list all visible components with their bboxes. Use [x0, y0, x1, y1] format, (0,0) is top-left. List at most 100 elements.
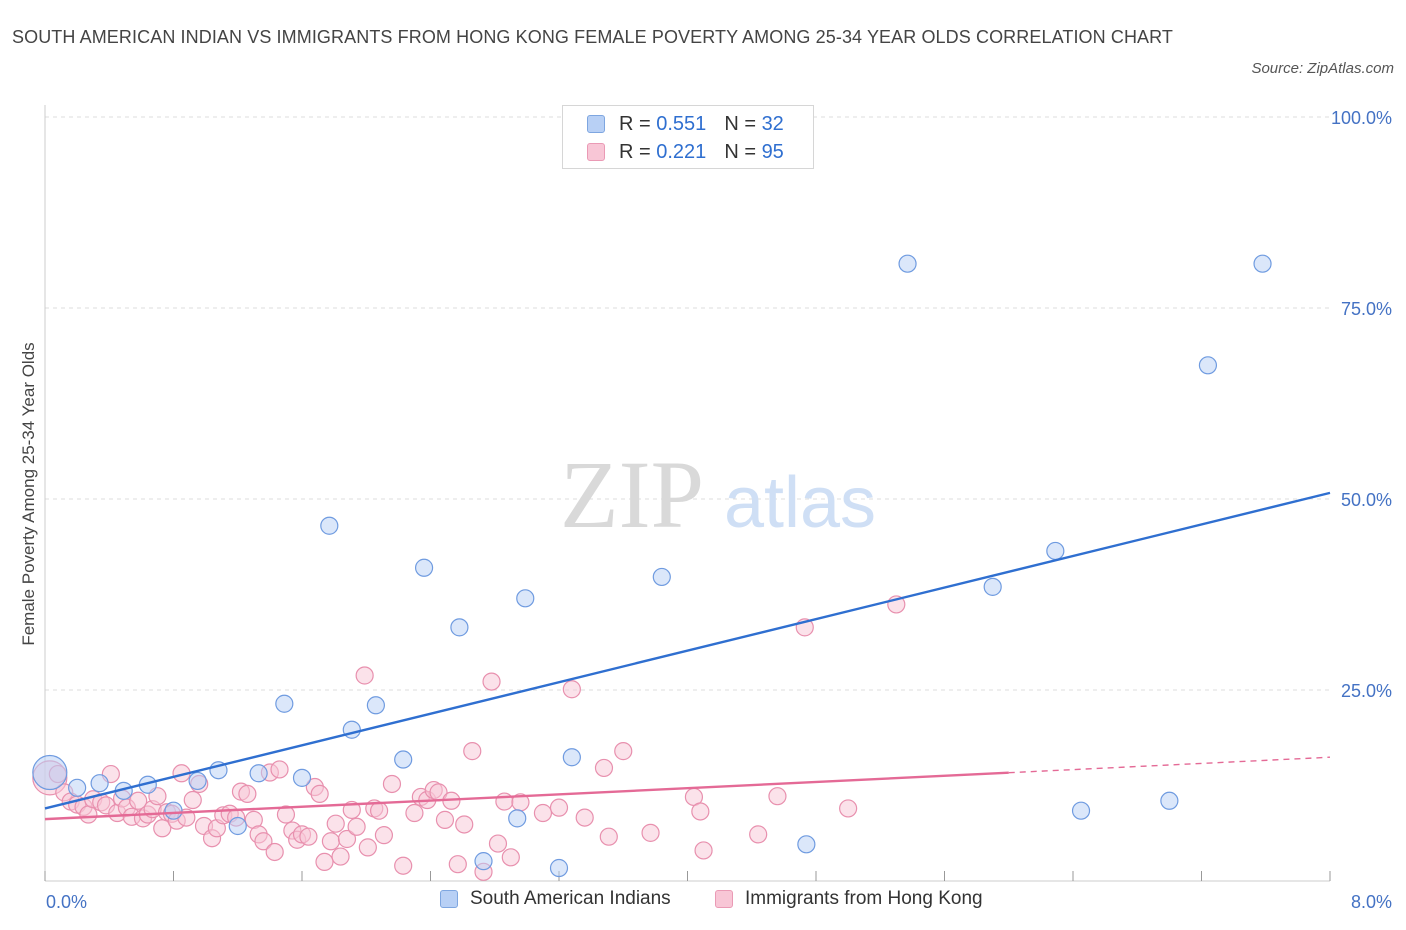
- hong-kong-point: [276, 805, 296, 824]
- hong-kong-point: [299, 827, 318, 846]
- legend-r-label: R =: [619, 112, 651, 135]
- south-american-point: [1253, 254, 1272, 273]
- hong-kong-point: [575, 808, 594, 827]
- hong-kong-point: [347, 817, 366, 836]
- hong-kong-point: [594, 758, 614, 778]
- south-american-point: [32, 754, 68, 791]
- hong-kong-point: [463, 742, 482, 761]
- hong-kong-point: [394, 856, 413, 875]
- watermark-zip: ZIP: [560, 441, 704, 548]
- hong-kong-point: [839, 799, 858, 818]
- south-american-point: [292, 768, 312, 787]
- hong-kong-point: [321, 832, 341, 851]
- south-american-point: [983, 577, 1002, 596]
- hong-kong-point: [405, 803, 424, 823]
- hong-kong-point: [265, 842, 284, 862]
- hong-kong-point: [337, 829, 357, 849]
- series-south-american-points: [32, 254, 1272, 878]
- hong-kong-point: [331, 847, 350, 866]
- hong-kong-point: [614, 742, 633, 761]
- south-american-point: [797, 835, 816, 854]
- hong-kong-point: [370, 801, 389, 820]
- axes: [44, 105, 1331, 882]
- south-american-point: [275, 694, 294, 713]
- hong-kong-point: [79, 805, 98, 824]
- south-american-point: [164, 801, 183, 820]
- south-american-point: [394, 750, 413, 769]
- hong-kong-point: [448, 855, 467, 874]
- hong-kong-point: [482, 672, 501, 691]
- hong-kong-point: [183, 790, 202, 810]
- south-american-point: [516, 589, 535, 608]
- south-american-point: [228, 816, 247, 836]
- hong-kong-point: [599, 827, 618, 846]
- chart-title: SOUTH AMERICAN INDIAN VS IMMIGRANTS FROM…: [12, 27, 1174, 47]
- hong-kong-point: [129, 791, 148, 810]
- hong-kong-point: [254, 832, 273, 851]
- south-american-point: [652, 567, 671, 587]
- legend-item-immigrants-hong-kong[interactable]: Immigrants from Hong Kong: [715, 888, 983, 910]
- legend-n-label: N =: [724, 140, 756, 163]
- source-credit: Source: ZipAtlas.com: [1251, 60, 1394, 77]
- series-legend: South American Indians Immigrants from H…: [0, 888, 1406, 916]
- south-american-point: [68, 778, 87, 797]
- south-american-point: [562, 748, 581, 767]
- south-american-point: [1071, 801, 1091, 820]
- hong-kong-point: [238, 784, 257, 804]
- hong-kong-point: [326, 814, 345, 833]
- legend-label-immigrants-hong-kong: Immigrants from Hong Kong: [745, 888, 983, 909]
- legend-swatch-pink: [715, 890, 733, 908]
- hong-kong-point: [562, 680, 581, 699]
- hong-kong-point: [694, 841, 713, 860]
- x-tick-label-max: 8.0%: [1351, 892, 1392, 912]
- hong-kong-point: [382, 774, 402, 794]
- legend-swatch-blue: [587, 115, 605, 133]
- hong-kong-point: [455, 815, 474, 834]
- south-american-point: [1198, 356, 1218, 375]
- legend-n-value-blue: 32: [761, 112, 784, 135]
- y-tick-label: 50.0%: [1341, 490, 1392, 510]
- y-tick-labels: 25.0% 50.0% 75.0% 100.0%: [1331, 108, 1392, 701]
- south-american-point: [90, 774, 109, 793]
- hong-kong-point: [501, 848, 520, 867]
- hong-kong-point: [358, 838, 377, 857]
- south-american-point: [1046, 541, 1065, 561]
- south-american-point: [249, 764, 268, 783]
- hong-kong-point: [435, 810, 455, 829]
- south-american-point: [366, 696, 385, 715]
- y-axis-label: Female Poverty Among 25-34 Year Olds: [19, 342, 38, 645]
- hong-kong-point: [691, 802, 710, 821]
- south-american-point: [1160, 791, 1179, 810]
- legend-n-label: N =: [724, 112, 756, 135]
- legend-r-label: R =: [619, 140, 651, 163]
- legend-swatch-blue: [440, 890, 458, 908]
- legend-row-pink: R = 0.221 N = 95: [587, 139, 784, 165]
- legend-row-blue: R = 0.551 N = 32: [587, 111, 784, 137]
- south-american-point: [474, 852, 493, 871]
- x-tick-label-min: 0.0%: [46, 892, 87, 912]
- watermark-atlas: atlas: [724, 463, 876, 543]
- south-american-point: [450, 618, 469, 637]
- watermark: ZIP atlas: [560, 441, 876, 548]
- trend-line-hong-kong-extrapolated: [1008, 756, 1331, 774]
- legend-swatch-pink: [587, 143, 605, 161]
- south-american-point: [320, 516, 339, 535]
- y-tick-label: 25.0%: [1341, 681, 1392, 701]
- hong-kong-point: [749, 825, 768, 844]
- trend-lines: [44, 491, 1331, 821]
- south-american-point: [508, 809, 527, 828]
- x-tick-labels: 0.0% 8.0%: [46, 892, 1392, 912]
- legend-n-value-pink: 95: [761, 140, 784, 163]
- hong-kong-point: [315, 852, 334, 872]
- legend-item-south-american-indians[interactable]: South American Indians: [440, 888, 671, 910]
- hong-kong-point: [355, 666, 374, 685]
- legend-label-south-american-indians: South American Indians: [470, 888, 671, 909]
- hong-kong-point: [768, 787, 787, 806]
- south-american-point: [549, 858, 569, 878]
- gridlines: [45, 116, 1330, 691]
- hong-kong-point: [533, 803, 553, 823]
- hong-kong-point: [488, 834, 508, 853]
- south-american-point: [188, 771, 207, 791]
- y-tick-label: 75.0%: [1341, 299, 1392, 319]
- y-tick-label: 100.0%: [1331, 108, 1392, 128]
